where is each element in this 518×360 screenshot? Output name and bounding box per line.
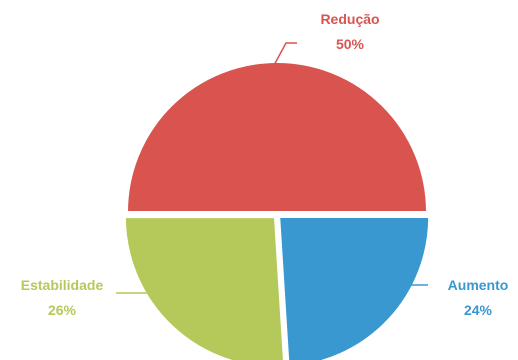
slice-name-label: Estabilidade — [21, 277, 104, 293]
slice-value-label: 26% — [48, 302, 77, 318]
slice-value-label: 24% — [464, 302, 493, 318]
pie-slice — [123, 216, 285, 360]
pie-slices — [123, 61, 431, 360]
leader-line — [272, 42, 297, 68]
slice-value-label: 50% — [336, 36, 365, 52]
slice-labels: Redução 50% Aumento 24% Estabilidade 26% — [21, 11, 509, 318]
pie-slice — [278, 216, 431, 360]
slice-name-label: Redução — [320, 11, 379, 27]
pie-slice — [125, 61, 429, 213]
leader-lines — [116, 42, 428, 294]
slice-name-label: Aumento — [448, 277, 509, 293]
